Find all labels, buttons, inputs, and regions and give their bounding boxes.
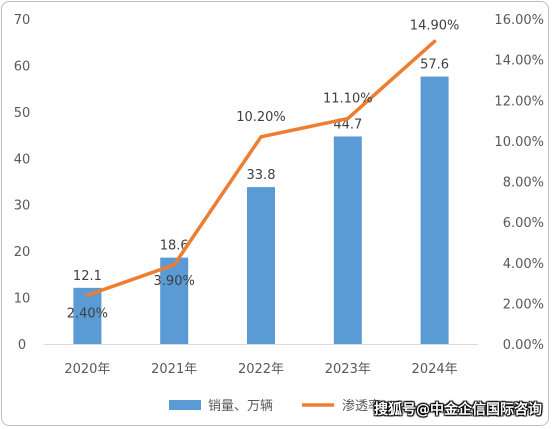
x-axis: 2020年 2021年 2022年 2023年 2024年 xyxy=(44,344,478,377)
y-left-tick-label: 60 xyxy=(14,59,31,74)
y-left-tick-label: 0 xyxy=(18,338,26,353)
line-data-label: 14.90% xyxy=(410,18,460,33)
line-series: 2.40% 3.90% 10.20% 11.10% 14.90% xyxy=(67,18,460,321)
bar xyxy=(160,257,189,344)
legend-swatch-bar xyxy=(169,400,201,410)
line-data-label: 2.40% xyxy=(67,306,108,321)
line-data-label: 11.10% xyxy=(323,92,373,107)
y-left-tick-label: 70 xyxy=(14,13,31,28)
line-data-label: 3.90% xyxy=(154,274,195,289)
y-right-tick-label: 4.00% xyxy=(503,257,544,272)
x-tick-label: 2023年 xyxy=(325,362,371,377)
y-left-tick-label: 40 xyxy=(14,152,31,167)
legend-label-bar: 销量、万辆 xyxy=(208,399,273,414)
bar xyxy=(247,187,275,344)
y-right-tick-label: 8.00% xyxy=(503,176,544,191)
y-right-tick-label: 12.00% xyxy=(494,94,544,109)
bar xyxy=(73,287,102,344)
bar-data-label: 33.8 xyxy=(247,168,276,183)
y-right-tick-label: 16.00% xyxy=(494,13,544,28)
x-tick-label: 2021年 xyxy=(151,362,197,377)
y-left-tick-label: 20 xyxy=(14,245,31,260)
x-tick-label: 2020年 xyxy=(64,362,110,377)
line-point xyxy=(259,135,263,139)
y-right-tick-label: 6.00% xyxy=(503,216,544,231)
y-right-tick-label: 10.00% xyxy=(494,135,544,150)
bar-data-label: 12.1 xyxy=(73,269,102,284)
line-data-label: 10.20% xyxy=(236,110,286,125)
y-right-tick-label: 0.00% xyxy=(503,338,544,353)
legend: 销量、万辆 渗透率 xyxy=(169,398,381,414)
legend-label-line: 渗透率 xyxy=(342,398,381,414)
y-right-tick-label: 2.00% xyxy=(503,297,544,312)
bar-series: 12.118.633.844.757.6 xyxy=(73,58,449,345)
line-point xyxy=(346,117,350,121)
line-point xyxy=(433,39,437,43)
right-axis: 0.00% 2.00% 4.00% 6.00% 8.00% 10.00% 12.00% 14.… xyxy=(494,13,544,353)
bar-data-label: 18.6 xyxy=(160,239,189,254)
x-tick-label: 2024年 xyxy=(412,362,458,377)
bar xyxy=(420,76,449,345)
watermark: 搜狐号@中金企信国际咨询 xyxy=(374,402,542,418)
line-point xyxy=(172,263,176,267)
left-axis: 0 10 20 30 40 50 60 70 xyxy=(14,13,31,353)
line-point xyxy=(85,293,89,297)
y-left-tick-label: 10 xyxy=(14,292,31,307)
bar-data-label: 57.6 xyxy=(420,58,449,73)
bar xyxy=(333,136,362,344)
y-left-tick-label: 30 xyxy=(14,199,31,214)
y-right-tick-label: 14.00% xyxy=(494,54,544,69)
y-left-tick-label: 50 xyxy=(14,106,31,121)
x-tick-label: 2022年 xyxy=(238,362,284,377)
